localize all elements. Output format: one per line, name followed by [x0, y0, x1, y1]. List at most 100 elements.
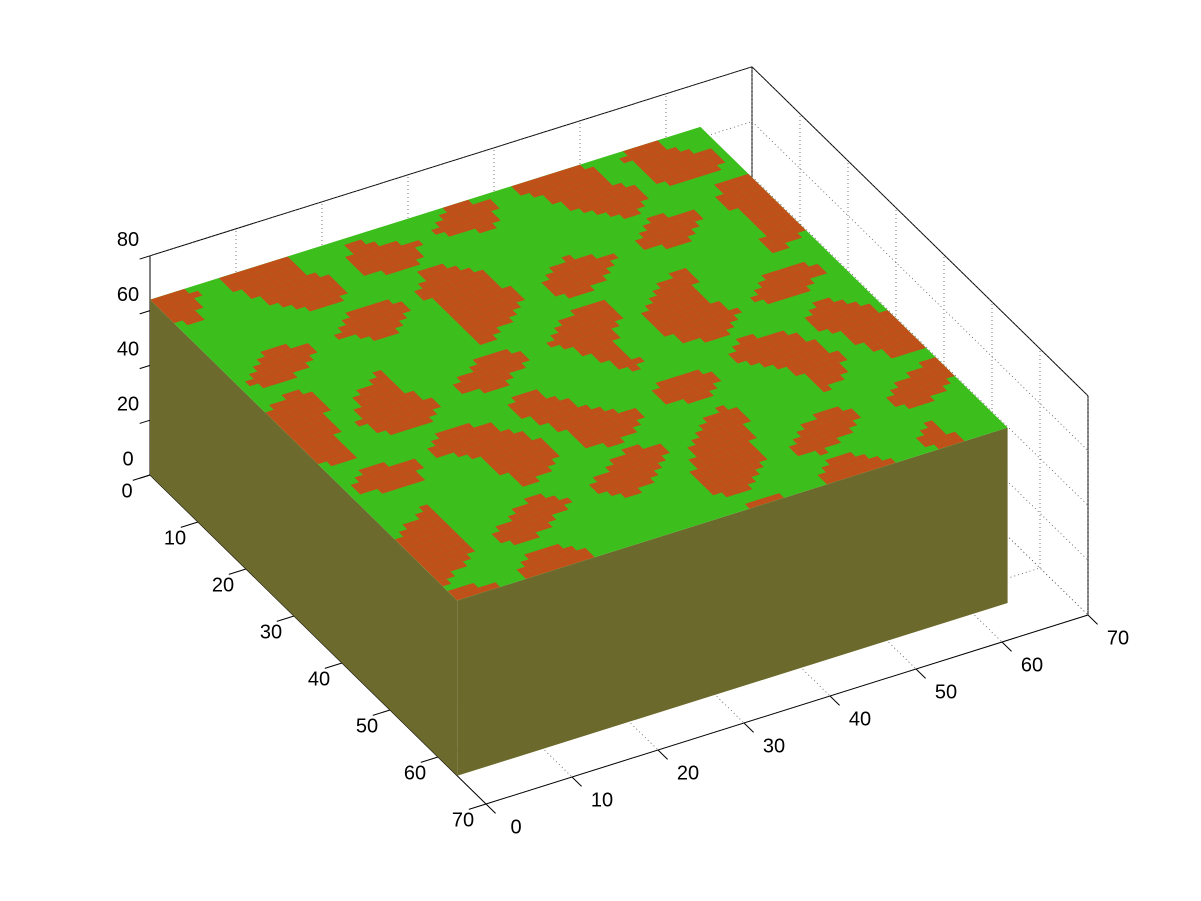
pattern-cell [865, 308, 879, 316]
pattern-cell [366, 241, 380, 249]
pattern-cell [630, 189, 645, 197]
pattern-cell [714, 448, 728, 457]
pattern-cell [507, 457, 521, 466]
pattern-cell [605, 464, 619, 472]
pattern-cell [702, 415, 716, 423]
pattern-cell [576, 280, 590, 289]
pattern-cell [647, 171, 661, 180]
pattern-cell [570, 307, 584, 316]
pattern-cell [329, 283, 344, 292]
pattern-cell [716, 473, 730, 481]
pattern-cell [465, 272, 479, 280]
pattern-cell [760, 204, 774, 213]
pattern-cell [283, 416, 297, 424]
pattern-cell [253, 264, 267, 272]
pattern-cell [833, 454, 847, 463]
pattern-cell [804, 314, 818, 323]
pattern-cell [306, 272, 321, 280]
pattern-cell [651, 220, 665, 228]
pattern-cell [532, 437, 546, 446]
pattern-cell [568, 283, 582, 292]
pattern-cell [396, 393, 410, 401]
pattern-cell [635, 194, 649, 202]
pattern-cell [447, 265, 461, 274]
pattern-cell [813, 268, 828, 276]
pattern-cell [809, 431, 823, 439]
pattern-cell [363, 316, 377, 325]
pattern-cell [352, 394, 366, 403]
pattern-cell [673, 275, 687, 283]
pattern-cell [660, 173, 674, 182]
pattern-cell [877, 341, 891, 350]
pattern-cell [469, 209, 483, 217]
pattern-cell [736, 348, 750, 357]
pattern-cell [669, 227, 683, 235]
pattern-cell [386, 483, 400, 491]
pattern-cell [677, 168, 691, 176]
pattern-cell [483, 434, 497, 442]
pattern-cell [159, 306, 173, 314]
pattern-cell [321, 454, 336, 462]
pattern-cell [795, 261, 809, 270]
pattern-cell [682, 284, 697, 293]
pattern-cell [498, 293, 512, 301]
pattern-cell [730, 431, 744, 439]
pattern-cell [299, 287, 313, 295]
pattern-cell [362, 416, 377, 424]
pattern-cell [537, 498, 551, 506]
pattern-cell [546, 395, 560, 404]
pattern-cell [357, 399, 371, 407]
pattern-cell [474, 325, 488, 333]
pattern-cell [791, 269, 806, 277]
pattern-cell [381, 267, 395, 276]
pattern-cell [609, 357, 623, 365]
pattern-cell [518, 535, 532, 543]
pattern-cell [759, 360, 773, 368]
pattern-cell [686, 333, 701, 341]
pattern-cell [495, 368, 509, 376]
pattern-cell [576, 436, 590, 444]
pattern-cell [307, 439, 321, 448]
pattern-cell [448, 544, 462, 553]
pattern-cell [456, 374, 470, 382]
pattern-cell [516, 411, 531, 419]
pattern-cell [661, 397, 675, 405]
y-tick-label: 60 [404, 762, 426, 784]
pattern-cell [440, 292, 455, 300]
pattern-cell [413, 543, 427, 551]
pattern-cell [366, 408, 380, 417]
pattern-cell [404, 390, 419, 399]
pattern-cell [754, 355, 769, 363]
pattern-cell [924, 376, 938, 385]
y-tick-label: 50 [356, 715, 378, 737]
pattern-cell [443, 428, 457, 436]
pattern-cell [587, 202, 602, 211]
pattern-cell [257, 368, 271, 377]
pattern-cell [581, 440, 595, 449]
pattern-cell [384, 304, 398, 312]
pattern-cell [150, 296, 164, 305]
pattern-cell [258, 380, 272, 389]
pattern-cell [854, 330, 868, 338]
pattern-cell [855, 454, 869, 462]
pattern-cell [390, 320, 404, 329]
pattern-cell [420, 528, 434, 536]
pattern-cell [407, 470, 421, 479]
pattern-cell [507, 402, 521, 410]
pattern-cell [277, 399, 291, 408]
pattern-cell [559, 497, 573, 505]
pattern-cell [618, 466, 632, 474]
pattern-cell [414, 555, 428, 563]
pattern-cell [494, 356, 508, 364]
pattern-cell [218, 275, 233, 283]
pattern-cell [465, 216, 479, 224]
pattern-cell [668, 326, 682, 334]
pattern-cell [784, 228, 798, 236]
pattern-cell [822, 321, 836, 330]
pattern-cell [356, 387, 370, 395]
pattern-cell [478, 318, 492, 326]
pattern-cell [555, 504, 569, 513]
pattern-cell [314, 413, 328, 421]
pattern-cell [571, 319, 585, 328]
pattern-cell [860, 303, 875, 311]
